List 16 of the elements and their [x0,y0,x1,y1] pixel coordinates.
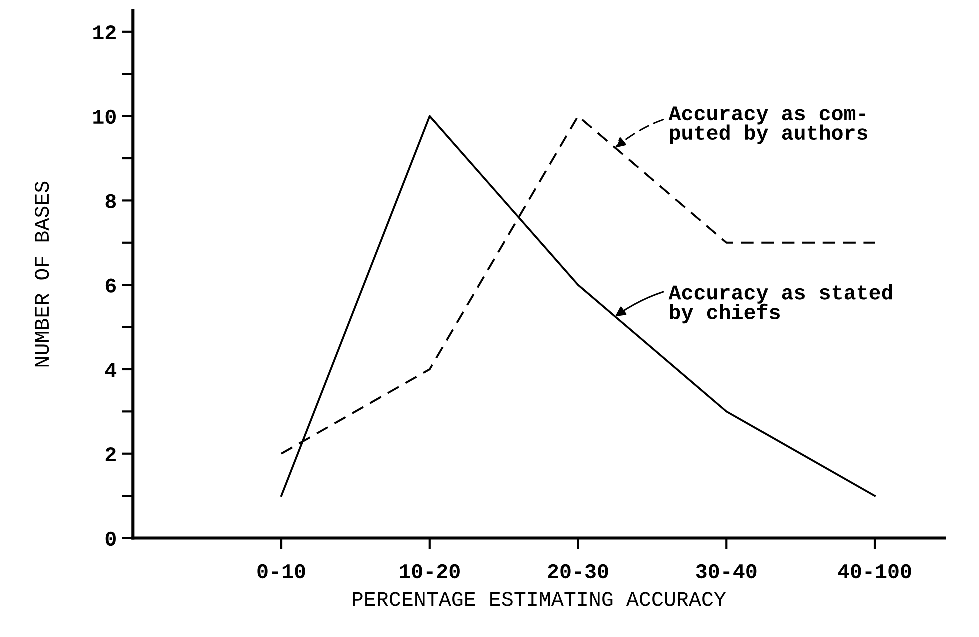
x-tick-label: 10-20 [400,564,460,579]
y-tick-label: 8 [106,194,116,208]
x-tick-label: 30-40 [696,564,757,579]
y-tick-label: 12 [94,26,116,40]
y-tick-label: 4 [105,363,117,378]
y-tick-label: 6 [106,278,116,293]
y-tick-label: 10 [94,110,116,124]
y-tick-label: 2 [106,447,116,462]
x-axis-title: PERCENTAGE ESTIMATING ACCURACY [353,592,726,606]
y-tick-label: 0 [106,532,116,546]
x-tick-label: 20-30 [548,564,608,579]
x-tick-label: 40-100 [838,564,912,579]
legend-label: Accuracy as com- puted by authors [668,106,868,144]
y-axis-title: NUMBER OF BASES [35,182,50,367]
legend-label: Accuracy as stated by chiefs [668,284,892,324]
x-tick-label: 0-10 [258,564,306,579]
